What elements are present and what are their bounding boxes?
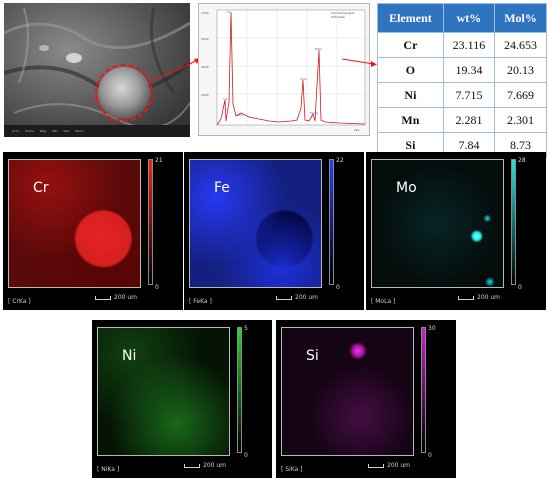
x-unit: keV [354, 128, 360, 132]
table-row: Mn 2.281 2.301 [377, 107, 547, 133]
header-wt: wt% [442, 3, 496, 33]
y-tick: 2000 [201, 93, 209, 97]
scale-min: 0 [518, 284, 522, 291]
map-field [281, 327, 414, 456]
table-header-row: Element wt% Mol% [377, 3, 547, 33]
map-fe: Fe 22 0 [ FeKa ] 200 um [184, 152, 364, 310]
peak-label: CrKa [300, 77, 307, 81]
sem-image: AccV Probe Mag WD Det 50um [4, 3, 190, 137]
scale-max: 30 [428, 325, 436, 332]
color-scale-bar [148, 159, 153, 285]
color-scale-bar [237, 327, 242, 453]
peak-label: Si [227, 10, 230, 14]
map-mo: Mo 28 0 [ MoLa ] 200 um [366, 152, 546, 310]
color-scale-bar [511, 159, 516, 285]
map-si: Si 30 0 [ SiKa ] 200 um [276, 320, 456, 478]
scale-bar: 200 um [368, 462, 410, 469]
map-field [371, 159, 504, 288]
scale-min: 0 [428, 452, 432, 459]
x-ray-line: [ CrKa ] [8, 298, 31, 305]
map-element-label: Mo [396, 180, 417, 196]
map-element-label: Cr [33, 180, 49, 196]
peak-label: CrL [223, 97, 228, 101]
x-ray-line: [ NiKa ] [97, 466, 120, 473]
y-tick: 6000 [201, 37, 209, 41]
map-element-label: Si [306, 348, 319, 364]
legend-peak: Peak [338, 15, 345, 19]
eds-spectrum: Si CrL OKa CrKa MnKa NiKa 7000 6000 4000… [198, 3, 370, 136]
scale-bar: 200 um [458, 294, 500, 301]
map-cr: Cr 21 0 [ CrKa ] 200 um [3, 152, 183, 310]
sem-micrograph [4, 3, 190, 137]
header-element: Element [377, 3, 444, 33]
table-row: O 19.34 20.13 [377, 57, 547, 83]
map-ni: Ni 5 0 [ NiKa ] 200 um [92, 320, 272, 478]
y-tick: 7000 [201, 11, 209, 15]
scale-max: 22 [336, 157, 344, 164]
scale-max: 21 [155, 157, 163, 164]
scale-min: 0 [244, 452, 248, 459]
map-field [8, 159, 141, 288]
header-mol: Mol% [494, 3, 547, 33]
map-field [189, 159, 322, 288]
table-row: Cr 23.116 24.653 [377, 32, 547, 58]
map-field [97, 327, 230, 456]
color-scale-bar [329, 159, 334, 285]
composition-table: Element wt% Mol% Cr 23.116 24.653 O 19.3… [377, 3, 547, 158]
particle-highlight-circle [95, 64, 153, 122]
scale-bar: 200 um [184, 462, 226, 469]
y-tick: 4000 [201, 65, 209, 69]
scale-min: 0 [336, 284, 340, 291]
map-element-label: Fe [214, 180, 230, 196]
x-ray-line: [ FeKa ] [189, 298, 212, 305]
spectrum-plot: Si CrL OKa CrKa MnKa NiKa 7000 6000 4000… [201, 9, 366, 132]
scale-bar: 200 um [95, 294, 137, 301]
scale-max: 5 [244, 325, 248, 332]
table-row: Ni 7.715 7.669 [377, 82, 547, 108]
legend-rectangle: Rectangle1 [338, 11, 355, 15]
peak-label: NiKa [315, 47, 322, 51]
color-scale-bar [421, 327, 426, 453]
arrow-spectrum-to-table [341, 58, 377, 67]
scale-min: 0 [155, 284, 159, 291]
peak-label: OKa [237, 113, 243, 117]
peak-label: MnKa [310, 111, 318, 115]
map-element-label: Ni [122, 348, 137, 364]
x-ray-line: [ MoLa ] [371, 298, 396, 305]
sem-footer: AccV Probe Mag WD Det 50um [4, 125, 190, 137]
x-ray-line: [ SiKa ] [281, 466, 303, 473]
scale-max: 28 [518, 157, 526, 164]
scale-bar: 200 um [276, 294, 318, 301]
